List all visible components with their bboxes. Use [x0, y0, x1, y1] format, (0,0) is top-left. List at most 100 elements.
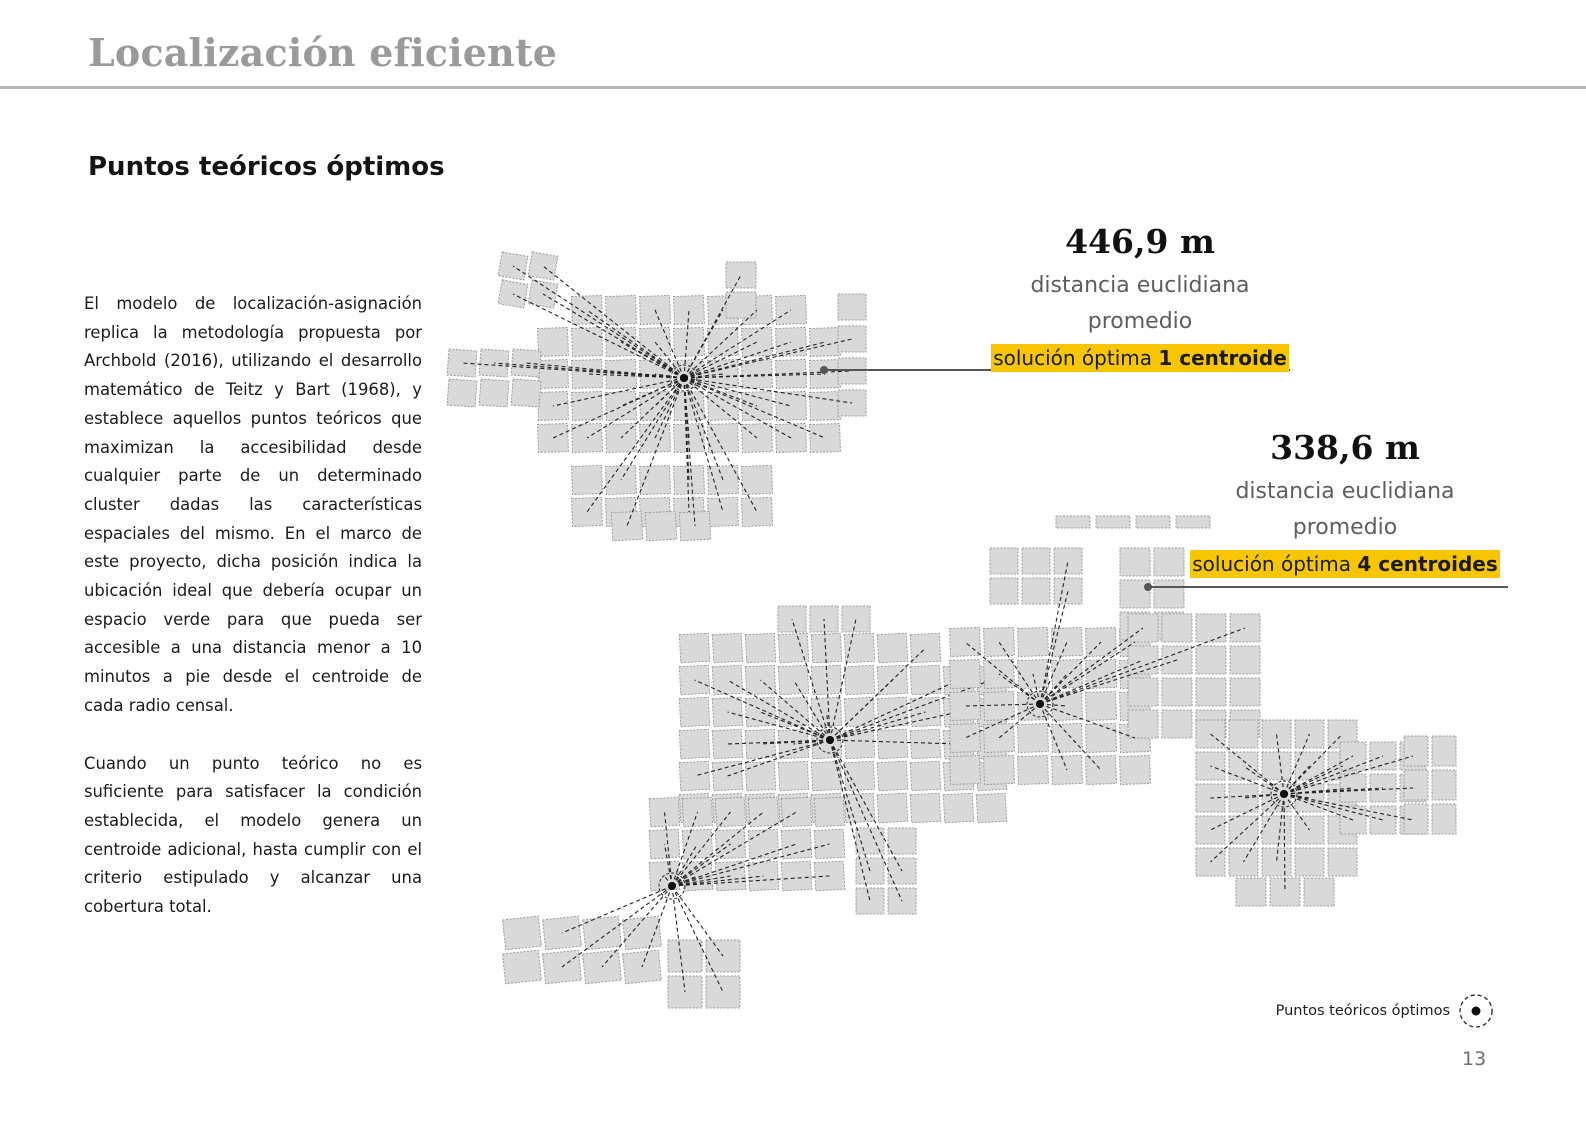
city-block — [1085, 722, 1117, 754]
city-block — [501, 915, 543, 951]
solution-prefix: solución óptima — [993, 346, 1159, 370]
city-block — [1053, 577, 1083, 605]
access-line — [1243, 793, 1285, 863]
city-block — [1051, 722, 1083, 754]
access-line — [683, 341, 792, 379]
access-line — [552, 377, 685, 407]
city-block — [1161, 677, 1193, 707]
city-block — [1053, 547, 1083, 575]
city-block — [744, 632, 777, 664]
city-block — [777, 760, 810, 792]
access-line — [683, 377, 690, 513]
city-block — [983, 626, 1015, 658]
access-line — [829, 739, 959, 745]
city-block — [989, 547, 1019, 575]
access-line — [1210, 733, 1285, 795]
access-line — [1039, 703, 1136, 739]
city-block — [537, 326, 569, 358]
city-block — [747, 828, 780, 860]
access-line — [1283, 793, 1354, 821]
city-block — [1127, 677, 1159, 707]
city-block — [707, 422, 739, 454]
city-block — [1135, 515, 1171, 529]
access-line — [829, 739, 903, 872]
access-line — [683, 338, 853, 379]
city-block — [446, 348, 478, 378]
optimal-point — [668, 882, 676, 890]
city-block — [1229, 677, 1261, 707]
city-block — [1228, 815, 1259, 845]
access-line — [1039, 627, 1144, 705]
access-line — [671, 811, 797, 887]
city-block — [780, 828, 813, 860]
access-line — [1039, 703, 1068, 771]
city-block — [510, 378, 542, 408]
access-line — [964, 703, 1041, 707]
city-block — [673, 326, 705, 358]
solution-count: 1 centroide — [1158, 346, 1287, 370]
city-block — [1195, 645, 1227, 675]
access-line — [586, 309, 685, 379]
access-line — [1275, 793, 1285, 863]
access-line — [1283, 793, 1310, 831]
city-block — [678, 696, 711, 728]
access-line — [671, 843, 731, 887]
access-line — [641, 885, 673, 968]
city-block — [1175, 515, 1211, 529]
access-line — [671, 885, 686, 993]
city-block — [741, 464, 773, 496]
access-line — [1039, 627, 1246, 705]
city-block — [1051, 690, 1083, 722]
access-line — [760, 739, 831, 745]
city-block — [1161, 613, 1193, 643]
access-line — [542, 293, 685, 379]
city-block — [678, 728, 711, 760]
access-line — [512, 293, 685, 379]
city-block — [648, 796, 681, 828]
city-block — [1017, 722, 1049, 754]
stat-desc-line-2: promedio — [1292, 515, 1398, 540]
city-block — [876, 728, 909, 760]
access-line — [1283, 793, 1310, 799]
access-line — [671, 875, 731, 887]
access-line — [964, 641, 1041, 705]
access-line — [1283, 787, 1414, 795]
city-block — [887, 827, 917, 855]
leader-dot-1 — [820, 366, 828, 374]
access-line — [654, 341, 685, 379]
body-paragraph-2: Cuando un punto teórico no es suficiente… — [84, 753, 422, 917]
access-line — [1283, 765, 1310, 795]
city-block — [1327, 847, 1358, 877]
access-line — [561, 885, 673, 934]
city-block — [949, 626, 981, 658]
access-line — [683, 309, 792, 379]
city-block — [777, 696, 810, 728]
legend-label: Puntos teóricos óptimos — [1275, 1003, 1450, 1019]
city-block — [1127, 709, 1159, 739]
city-block — [571, 294, 603, 326]
city-block — [527, 251, 559, 281]
stat-desc-line-2: promedio — [1087, 309, 1193, 334]
city-block — [1403, 735, 1429, 767]
access-line — [1210, 793, 1285, 799]
access-line — [663, 843, 673, 887]
access-line — [654, 309, 685, 379]
access-line — [1283, 793, 1286, 893]
city-block — [673, 464, 705, 496]
legend: Puntos teóricos óptimos — [1276, 993, 1494, 1029]
city-block — [678, 632, 711, 664]
optimal-point-ring — [1026, 690, 1054, 718]
city-block — [446, 378, 478, 408]
city-block — [571, 326, 603, 358]
city-block — [983, 690, 1015, 722]
city-block — [1153, 547, 1185, 577]
city-block — [1228, 751, 1259, 781]
city-block — [1303, 877, 1335, 907]
city-block — [1403, 769, 1429, 801]
city-block — [644, 510, 678, 542]
access-line — [829, 679, 959, 741]
city-block — [876, 792, 909, 824]
city-block — [909, 728, 942, 760]
access-line — [998, 673, 1041, 705]
access-line — [671, 811, 699, 887]
